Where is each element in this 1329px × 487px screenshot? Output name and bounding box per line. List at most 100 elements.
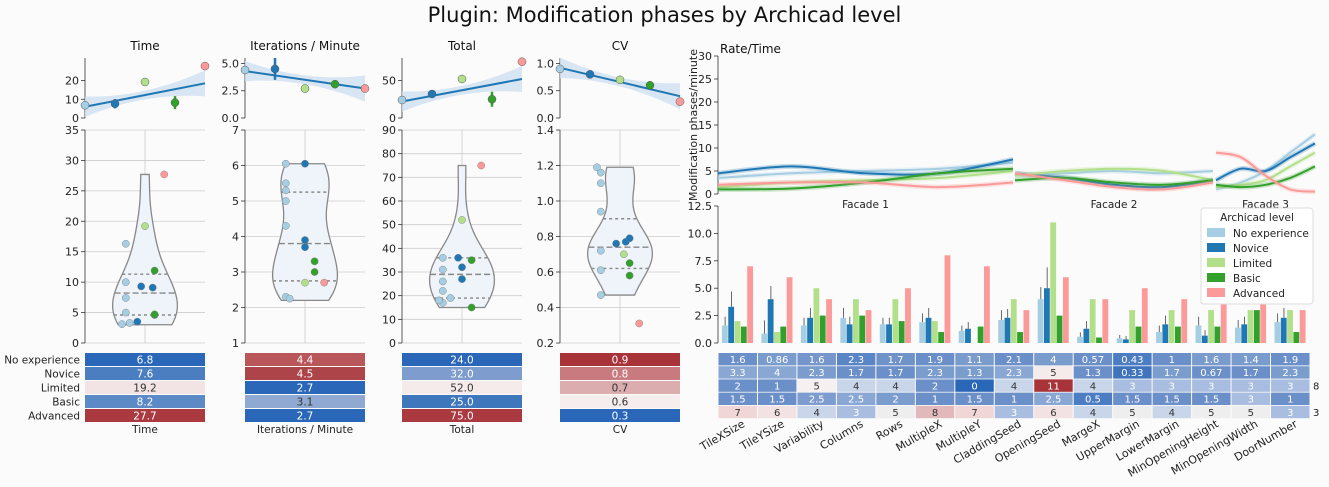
violin-data-point: [597, 168, 605, 177]
violin-y-tick-label: 3: [232, 266, 239, 279]
table-value: 4.5: [297, 369, 314, 381]
legend-label: Novice: [1233, 243, 1269, 255]
violin-y-tick-label: 5: [72, 307, 79, 320]
reg-mean-point: [555, 64, 565, 74]
violin-y-tick-label: 2: [232, 302, 239, 315]
bar: [1293, 332, 1300, 343]
bars-table-cell: [1271, 366, 1310, 379]
bars-table-value: 7: [735, 408, 741, 419]
bar: [925, 317, 932, 343]
bars-table-cell: [1192, 366, 1231, 379]
reg-mean-point: [240, 65, 250, 75]
table-cell: [402, 409, 522, 422]
bars-table-value: 1: [1011, 395, 1017, 406]
violin-data-point: [597, 207, 605, 216]
reg-mean-point: [300, 84, 310, 93]
bars-table-value: 1: [774, 381, 780, 392]
bars-table-value: 0.67: [1200, 368, 1222, 379]
bars-table-value: 3: [1208, 381, 1214, 392]
bar: [786, 277, 793, 343]
bar: [1168, 310, 1175, 343]
violin-data-point: [281, 186, 290, 195]
bar: [1089, 299, 1096, 343]
bars-table-cell: [1073, 379, 1113, 392]
table-value: 3.1: [297, 397, 314, 409]
bars-table-cell: [1271, 392, 1310, 405]
bar: [800, 325, 807, 343]
reg-y-tick-label: 1.0: [537, 57, 555, 70]
table-value: 75.0: [450, 411, 473, 423]
bars-table-value: 2.5: [1046, 395, 1062, 406]
bar: [1156, 332, 1162, 343]
bars-table-value: 5: [1208, 408, 1214, 419]
bar: [944, 255, 951, 343]
bars-table-cell: [876, 353, 915, 366]
violin-data-point: [122, 308, 130, 317]
bar: [740, 326, 747, 343]
violin-y-tick-label: 10: [382, 313, 396, 326]
bars-table-value: 5: [1248, 408, 1254, 419]
violin-y-tick-label: 0.8: [537, 231, 555, 244]
bars-table-value: 4: [1169, 408, 1175, 419]
bars-table-value: 2: [932, 381, 938, 392]
bars-table-cell: [876, 366, 915, 379]
bars-table-value: 1: [932, 395, 938, 406]
bar: [1077, 336, 1083, 343]
bar: [1043, 288, 1050, 343]
bars-table-cell: [836, 366, 876, 379]
table-value: 24.0: [450, 355, 473, 367]
bars-table-value: 1: [1169, 355, 1175, 366]
bars-table-cell: [1231, 379, 1271, 392]
reg-mean-point: [170, 98, 180, 107]
bar: [905, 288, 911, 343]
bar: [1037, 299, 1044, 343]
rate-time-y-tick-label: 30: [698, 50, 712, 63]
bars-table-value: 4: [774, 368, 780, 379]
reg-y-tick-label: 5.0: [222, 57, 240, 70]
bars-table-value: 1.5: [1203, 395, 1219, 406]
violin-y-tick-label: 80: [382, 148, 396, 161]
table-cell: [560, 395, 680, 408]
bars-table-cell: [1192, 379, 1231, 392]
reg-fit-line: [244, 70, 366, 90]
bars-table-value: 5: [1129, 408, 1135, 419]
violin-data-point: [625, 271, 634, 280]
violin-y-tick-label: 1.0: [537, 195, 555, 208]
table-cell: [560, 409, 680, 422]
violin-y-tick-label: 0.4: [537, 302, 555, 315]
bar: [1017, 332, 1023, 343]
bars-table-value: 1.6: [1203, 355, 1219, 366]
violin-body: [111, 173, 179, 326]
facade-label: Facade 1: [842, 199, 889, 211]
bars-table-cell: [1271, 379, 1310, 392]
table-cell: [560, 353, 680, 366]
bars-table-value: 1.7: [1164, 368, 1180, 379]
bar: [1201, 335, 1208, 343]
bars-table-cell: [757, 353, 797, 366]
bars-table-value: 3: [853, 408, 859, 419]
violin-data-point: [150, 266, 159, 275]
bar: [1122, 339, 1129, 343]
rate-time-y-tick-label: 15: [698, 119, 712, 132]
table-row-label: Novice: [44, 369, 80, 381]
violin-data-point: [438, 265, 447, 274]
bar: [1280, 317, 1287, 343]
table-value: 0.8: [612, 369, 629, 381]
bars-table-value: 3: [1248, 395, 1254, 406]
bar: [998, 319, 1005, 343]
bar: [938, 332, 945, 343]
violin-data-point: [612, 239, 620, 248]
table-value: 0.9: [612, 355, 629, 367]
bars-table-value: 2.3: [1006, 368, 1022, 379]
violin-y-tick-label: 1.2: [537, 160, 555, 173]
violin-data-point: [301, 243, 309, 251]
violin-data-point: [310, 257, 319, 266]
bars-table-cell: [955, 379, 994, 392]
table-value: 6.8: [137, 355, 154, 367]
bar: [879, 324, 886, 343]
bar: [919, 322, 926, 343]
legend-swatch: [1207, 228, 1225, 237]
bar: [813, 288, 820, 343]
bars-table-value: 6: [1050, 408, 1056, 419]
bars-table-value: 2: [735, 381, 741, 392]
